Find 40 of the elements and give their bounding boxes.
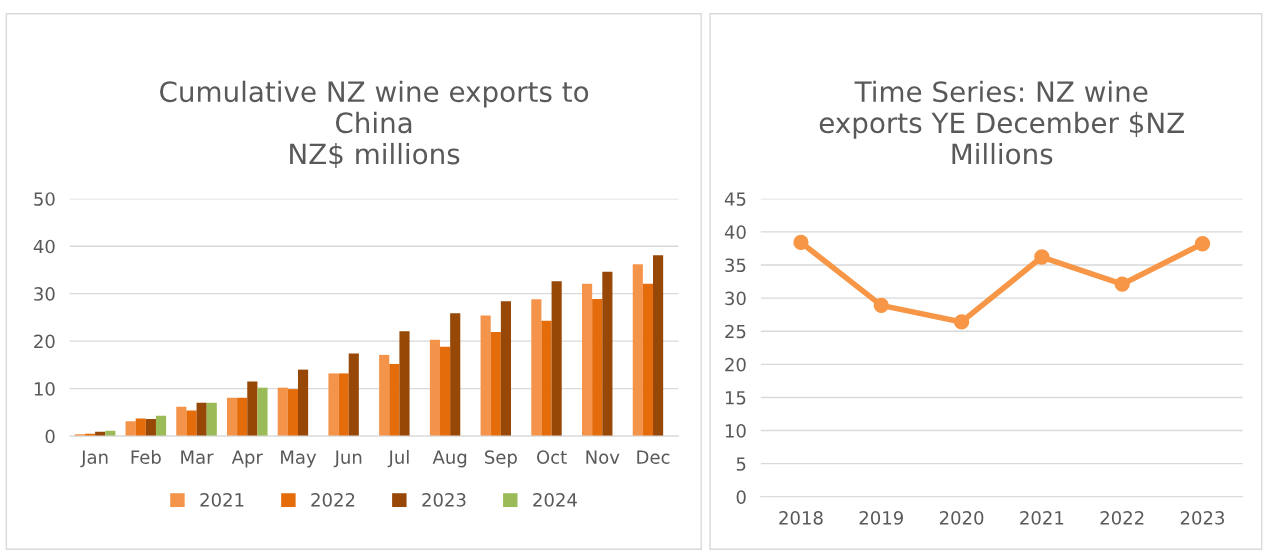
x-tick-label: 2020 — [939, 511, 984, 525]
x-tick-label: Apr — [231, 450, 263, 468]
legend-label: 2022 — [311, 493, 355, 507]
x-tick-label: Feb — [131, 449, 161, 464]
x-tick-label: May — [281, 450, 317, 468]
chart-title: Time Series: NZ wine exports YE December $NZ Millions — [819, 80, 1184, 165]
y-tick-label: 35 — [725, 258, 746, 273]
x-tick-label: Jan — [80, 450, 108, 468]
x-tick-label: 2023 — [1180, 511, 1225, 525]
y-tick-label: 30 — [725, 291, 746, 306]
x-tick-label: 2021 — [1020, 511, 1064, 525]
chart-title: Cumulative NZ wine exports to China NZ$ millions — [160, 80, 589, 169]
x-tick-label: 2018 — [779, 511, 823, 525]
x-tick-label: Nov — [586, 450, 620, 464]
x-tick-label: Jul — [387, 449, 409, 468]
x-tick-label: Sep — [485, 450, 517, 468]
x-tick-label: Jun — [333, 450, 362, 468]
x-tick-label: 2022 — [1100, 511, 1144, 525]
y-tick-label: 10 — [34, 382, 55, 396]
y-tick-label: 5 — [736, 457, 746, 471]
y-tick-label: 45 — [724, 192, 746, 206]
legend-label: 2023 — [422, 493, 466, 507]
x-tick-label: Aug — [432, 450, 467, 468]
y-tick-label: 10 — [725, 424, 746, 438]
y-tick-label: 30 — [34, 287, 55, 301]
y-tick-label: 0 — [45, 429, 55, 444]
x-tick-label: Mar — [181, 450, 214, 464]
y-tick-label: 15 — [725, 391, 746, 405]
y-tick-label: 40 — [724, 225, 746, 239]
y-tick-label: 20 — [34, 334, 55, 349]
x-tick-label: Dec — [637, 450, 670, 464]
y-tick-label: 50 — [34, 192, 55, 206]
y-tick-label: 20 — [725, 357, 746, 372]
legend-label: 2024 — [533, 493, 577, 507]
x-tick-label: Oct — [536, 450, 567, 464]
y-tick-label: 0 — [736, 490, 746, 504]
y-tick-label: 40 — [33, 239, 55, 254]
y-tick-label: 25 — [725, 324, 746, 339]
legend-label: 2021 — [200, 493, 244, 507]
x-tick-label: 2019 — [859, 511, 903, 525]
